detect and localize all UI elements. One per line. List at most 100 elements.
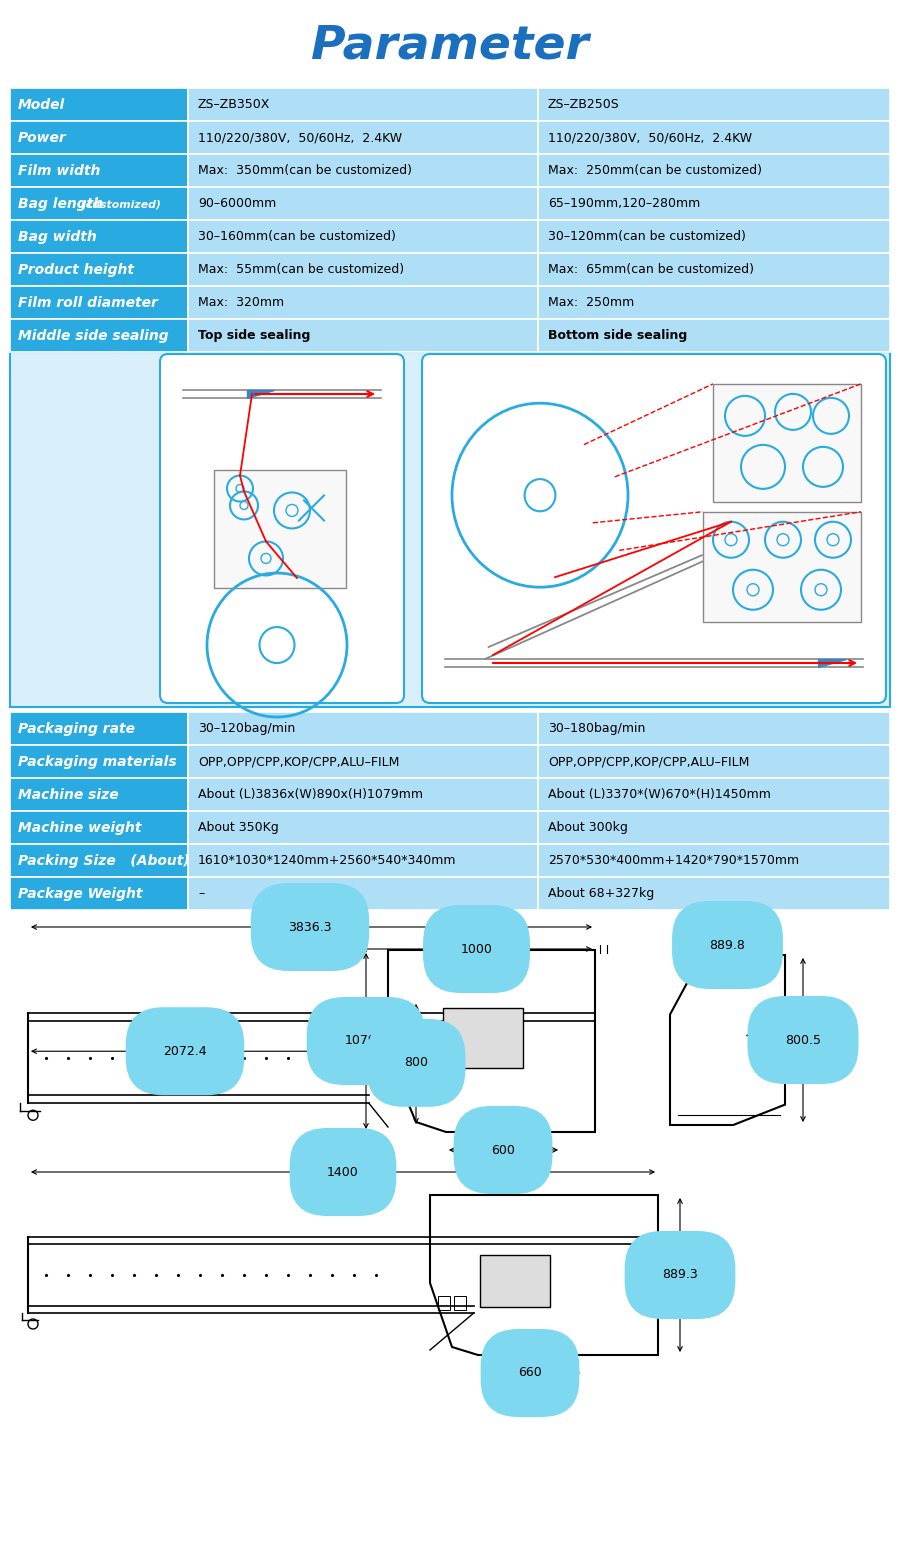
Text: About 68+327kg: About 68+327kg (548, 887, 654, 899)
FancyBboxPatch shape (422, 355, 886, 703)
Text: 110/220/380V,  50/60Hz,  2.4KW: 110/220/380V, 50/60Hz, 2.4KW (548, 131, 752, 145)
Text: 1000: 1000 (461, 943, 492, 955)
Polygon shape (247, 391, 274, 398)
Bar (10, 352, 890, 706)
Bar (188, 778, 538, 811)
Bar (188, 745, 538, 778)
Text: 110/220/380V,  50/60Hz,  2.4KW: 110/220/380V, 50/60Hz, 2.4KW (198, 131, 402, 145)
Bar (538, 319, 890, 352)
Text: 30–180bag/min: 30–180bag/min (548, 722, 645, 734)
Bar (424, 1061, 434, 1074)
Bar (10, 319, 188, 352)
Bar (410, 1061, 420, 1074)
FancyBboxPatch shape (160, 355, 404, 703)
Text: 90–6000mm: 90–6000mm (198, 198, 276, 210)
Text: Middle side sealing: Middle side sealing (18, 328, 168, 342)
Bar (703, 512, 861, 622)
Bar (188, 154, 538, 187)
Bar (10, 878, 188, 910)
Text: Bag width: Bag width (18, 229, 97, 243)
Text: Max:  320mm: Max: 320mm (198, 296, 284, 310)
Bar (10, 154, 188, 187)
Text: 3836.3: 3836.3 (288, 921, 332, 934)
Text: 2072.4: 2072.4 (163, 1044, 207, 1058)
Text: OPP,OPP/CPP,KOP/CPP,ALU–FILM: OPP,OPP/CPP,KOP/CPP,ALU–FILM (548, 755, 750, 769)
Text: Film roll diameter: Film roll diameter (18, 296, 158, 310)
Text: 1610*1030*1240mm+2560*540*340mm: 1610*1030*1240mm+2560*540*340mm (198, 854, 456, 867)
Text: 800: 800 (404, 1057, 428, 1069)
Bar (188, 319, 538, 352)
Bar (188, 286, 538, 319)
Bar (10, 121, 188, 154)
Bar (538, 811, 890, 843)
Text: ZS–ZB350X: ZS–ZB350X (198, 98, 270, 110)
Text: Max:  250mm(can be customized): Max: 250mm(can be customized) (548, 163, 762, 177)
Text: 800.5: 800.5 (785, 1033, 821, 1047)
Text: Package Weight: Package Weight (18, 887, 142, 901)
Text: About 300kg: About 300kg (548, 822, 628, 834)
Text: –: – (198, 887, 204, 899)
Bar (188, 254, 538, 286)
Text: 889.8: 889.8 (709, 938, 745, 952)
Text: Film width: Film width (18, 163, 101, 177)
Bar (214, 470, 346, 588)
Bar (443, 1008, 523, 1069)
Text: 30–160mm(can be customized): 30–160mm(can be customized) (198, 230, 396, 243)
Bar (538, 154, 890, 187)
Bar (454, 1296, 466, 1310)
Text: 30–120mm(can be customized): 30–120mm(can be customized) (548, 230, 746, 243)
Bar (538, 254, 890, 286)
Text: Packaging rate: Packaging rate (18, 722, 135, 736)
Bar (538, 778, 890, 811)
Text: Bag length: Bag length (18, 196, 104, 210)
Bar (480, 1256, 550, 1307)
Bar (396, 1061, 406, 1074)
Text: ✦: ✦ (744, 1032, 752, 1043)
Text: About 350Kg: About 350Kg (198, 822, 279, 834)
Bar (10, 843, 188, 878)
Text: 660: 660 (518, 1366, 542, 1380)
Bar (10, 89, 188, 121)
Text: 1400: 1400 (327, 1165, 359, 1178)
Text: Product height: Product height (18, 263, 134, 277)
Bar (538, 878, 890, 910)
Bar (188, 843, 538, 878)
Text: 2570*530*400mm+1420*790*1570mm: 2570*530*400mm+1420*790*1570mm (548, 854, 799, 867)
Bar (188, 811, 538, 843)
Text: 30–120bag/min: 30–120bag/min (198, 722, 295, 734)
Text: Power: Power (18, 131, 67, 145)
Bar (10, 254, 188, 286)
Text: Parameter: Parameter (311, 23, 589, 68)
Bar (538, 89, 890, 121)
Bar (10, 811, 188, 843)
Text: (customized): (customized) (77, 199, 161, 210)
Bar (538, 745, 890, 778)
Text: Machine weight: Machine weight (18, 820, 141, 834)
Text: Max:  250mm: Max: 250mm (548, 296, 634, 310)
Bar (438, 1296, 450, 1310)
Text: Max:  350mm(can be customized): Max: 350mm(can be customized) (198, 163, 412, 177)
Bar (10, 745, 188, 778)
Text: 65–190mm,120–280mm: 65–190mm,120–280mm (548, 198, 700, 210)
Text: ZS–ZB250S: ZS–ZB250S (548, 98, 620, 110)
Text: Bottom side sealing: Bottom side sealing (548, 328, 688, 342)
Text: Packaging materials: Packaging materials (18, 755, 176, 769)
Text: 600: 600 (491, 1144, 515, 1156)
Bar (188, 121, 538, 154)
Text: About (L)3370*(W)670*(H)1450mm: About (L)3370*(W)670*(H)1450mm (548, 787, 771, 801)
Text: Model: Model (18, 98, 65, 112)
Text: OPP,OPP/CPP,KOP/CPP,ALU–FILM: OPP,OPP/CPP,KOP/CPP,ALU–FILM (198, 755, 400, 769)
Bar (538, 286, 890, 319)
Bar (10, 219, 188, 254)
Text: About (L)3836x(W)890x(H)1079mm: About (L)3836x(W)890x(H)1079mm (198, 787, 423, 801)
Bar (10, 778, 188, 811)
Text: Machine size: Machine size (18, 787, 119, 801)
Text: Packing Size   (About): Packing Size (About) (18, 854, 190, 868)
Bar (538, 187, 890, 219)
Bar (713, 384, 861, 503)
Bar (188, 878, 538, 910)
Bar (538, 713, 890, 745)
Text: Top side sealing: Top side sealing (198, 328, 310, 342)
Text: 1079.1: 1079.1 (344, 1035, 388, 1047)
Bar (10, 187, 188, 219)
